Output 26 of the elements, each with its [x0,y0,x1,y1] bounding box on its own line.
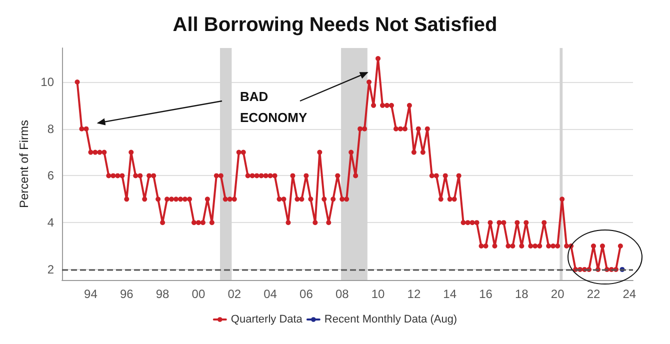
legend-label: Recent Monthly Data (Aug) [324,314,458,326]
x-tick-label: 98 [156,287,170,301]
y-tick-label: 6 [47,168,54,183]
x-tick-label: 08 [335,287,350,301]
x-tick-label: 24 [622,287,636,301]
y-axis-title: Percent of Firms [16,120,31,208]
x-tick-label: 00 [192,287,206,301]
x-tick-label: 02 [228,287,242,301]
x-tick-label: 94 [84,287,98,301]
y-tick-label: 8 [47,122,54,136]
x-tick-label: 16 [479,287,493,301]
x-tick-label: 10 [371,287,386,301]
x-tick-label: 12 [407,287,421,301]
chart-title: All Borrowing Needs Not Satisfied [172,14,498,36]
x-tick-label: 18 [514,287,529,301]
y-tick-label: 4 [47,216,54,230]
x-tick-label: 22 [586,287,600,301]
x-tick-label: 96 [120,287,134,301]
x-tick-label: 14 [443,287,457,301]
x-tick-label: 06 [300,287,314,301]
x-tick-label: 20 [550,287,565,301]
x-tick-label: 04 [264,287,278,301]
y-tick-label: 10 [40,74,54,89]
annotation: BAD ECONOMY [240,89,308,125]
legend-label: Quarterly Data [230,314,304,326]
y-tick-label: 2 [47,262,54,276]
